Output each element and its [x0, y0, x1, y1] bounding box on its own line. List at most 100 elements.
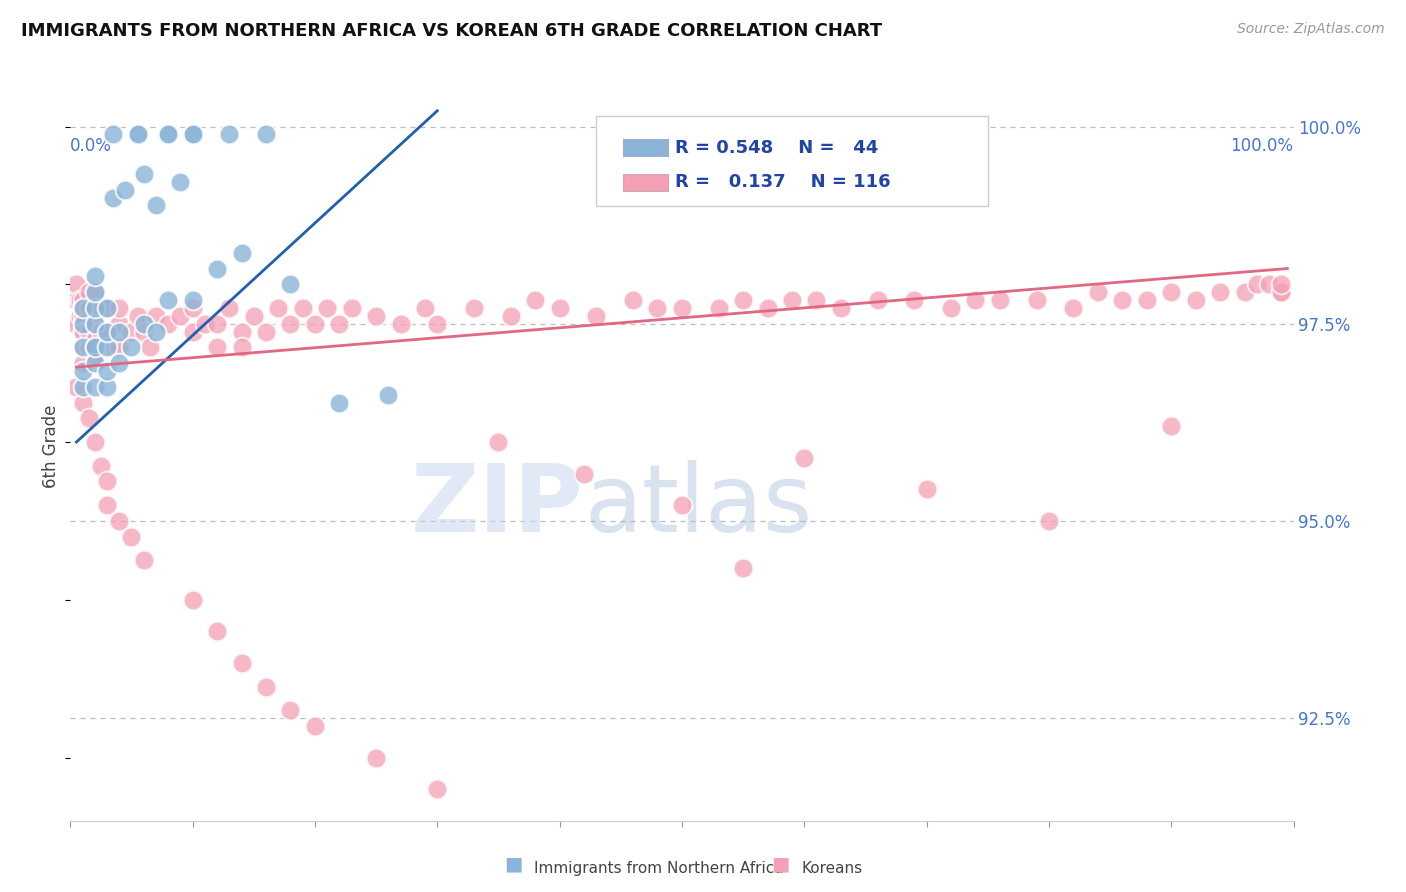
Point [108, 325, 131, 339]
Point [377, 388, 399, 402]
Point [127, 128, 149, 142]
Point [647, 301, 669, 315]
Point [231, 340, 253, 354]
Point [426, 317, 449, 331]
Point [499, 309, 522, 323]
Point [671, 498, 693, 512]
Point [231, 325, 253, 339]
Point [77, 325, 100, 339]
Y-axis label: 6th Grade: 6th Grade [42, 404, 60, 488]
Point [69, 293, 91, 307]
Point [169, 309, 191, 323]
Point [413, 301, 436, 315]
Point [145, 198, 167, 212]
Point [1270, 285, 1292, 300]
Text: atlas: atlas [583, 460, 813, 552]
Point [83, 317, 105, 331]
Point [83, 301, 105, 315]
Bar [623, 174, 668, 191]
Point [205, 261, 228, 276]
Point [108, 340, 131, 354]
Point [108, 301, 131, 315]
Point [524, 293, 547, 307]
Point [254, 128, 277, 142]
Point [205, 624, 228, 639]
Text: ZIP: ZIP [411, 460, 583, 552]
Point [83, 340, 105, 354]
Point [90, 301, 112, 315]
Point [132, 325, 155, 339]
Text: IMMIGRANTS FROM NORTHERN AFRICA VS KOREAN 6TH GRADE CORRELATION CHART: IMMIGRANTS FROM NORTHERN AFRICA VS KOREA… [21, 22, 882, 40]
Text: Source: ZipAtlas.com: Source: ZipAtlas.com [1237, 22, 1385, 37]
Point [965, 293, 987, 307]
Point [671, 301, 693, 315]
Point [939, 301, 962, 315]
Point [65, 293, 87, 307]
Text: Koreans: Koreans [801, 861, 862, 876]
Point [121, 340, 143, 354]
Point [83, 435, 105, 450]
Point [181, 293, 204, 307]
Point [903, 293, 925, 307]
Point [1258, 277, 1281, 292]
Point [389, 317, 412, 331]
Point [83, 301, 105, 315]
Point [793, 450, 815, 465]
Point [83, 285, 105, 300]
Point [1270, 277, 1292, 292]
Point [72, 301, 94, 315]
Point [756, 301, 779, 315]
Point [328, 317, 350, 331]
Point [90, 325, 112, 339]
Point [205, 340, 228, 354]
Point [866, 293, 889, 307]
Point [69, 309, 91, 323]
Point [733, 293, 755, 307]
Point [585, 309, 607, 323]
Point [108, 317, 131, 331]
Point [83, 348, 105, 362]
Point [1246, 277, 1268, 292]
FancyBboxPatch shape [596, 116, 987, 206]
Point [121, 530, 143, 544]
Point [426, 782, 449, 797]
Point [1160, 285, 1182, 300]
Point [72, 340, 94, 354]
Point [72, 364, 94, 378]
Point [231, 245, 253, 260]
Point [72, 293, 94, 307]
Point [548, 301, 571, 315]
Point [181, 592, 204, 607]
Point [181, 325, 204, 339]
Point [988, 293, 1011, 307]
Point [707, 301, 730, 315]
Text: 0.0%: 0.0% [70, 137, 112, 155]
Point [169, 175, 191, 189]
Point [463, 301, 485, 315]
Point [267, 301, 290, 315]
Point [108, 514, 131, 528]
Point [72, 380, 94, 394]
Text: ■: ■ [503, 855, 523, 873]
Point [218, 301, 240, 315]
Point [280, 317, 302, 331]
Point [243, 309, 266, 323]
Point [316, 301, 339, 315]
Bar [623, 139, 668, 156]
Point [218, 128, 240, 142]
Point [145, 309, 167, 323]
Text: 100.0%: 100.0% [1230, 137, 1294, 155]
Point [181, 301, 204, 315]
Point [96, 475, 118, 489]
Point [72, 340, 94, 354]
Point [72, 395, 94, 409]
Point [127, 128, 149, 142]
Point [1233, 285, 1256, 300]
Point [121, 325, 143, 339]
Point [621, 293, 644, 307]
Point [1062, 301, 1084, 315]
Point [181, 128, 204, 142]
Point [83, 285, 105, 300]
Point [72, 356, 94, 370]
Point [291, 301, 314, 315]
